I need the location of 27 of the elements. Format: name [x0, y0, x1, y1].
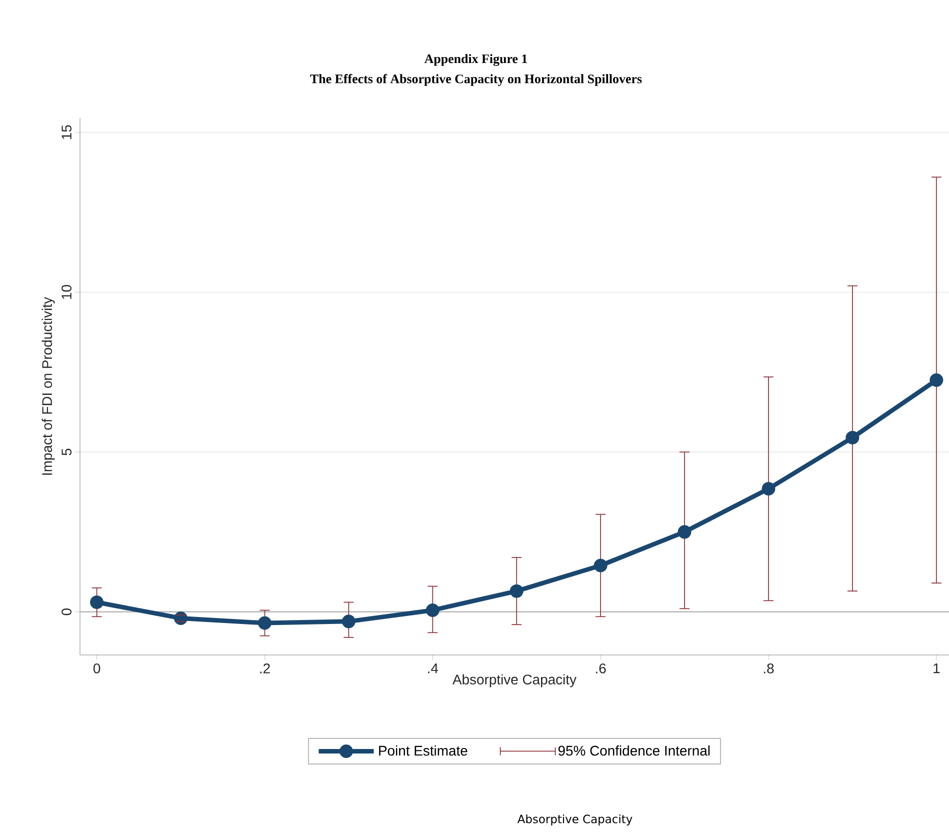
legend-label: Point Estimate: [379, 745, 468, 756]
y-tick-label: 0: [62, 608, 72, 616]
x-tick-label: .6: [596, 663, 606, 674]
point: [930, 373, 944, 387]
y-axis-title: Impact of FDI on Productivity: [42, 296, 55, 475]
x-tick-label: .8: [764, 663, 774, 674]
x-tick-label: .2: [260, 663, 270, 674]
point: [594, 558, 608, 572]
point: [510, 584, 524, 598]
chart-subtitle: The Effects of Absorptive Capacity on Horizontal Spillovers: [310, 74, 642, 86]
point: [846, 430, 860, 444]
legend-label: 95% Confidence Internal: [558, 745, 710, 756]
point: [342, 614, 356, 628]
point: [258, 616, 272, 630]
y-tick-label: 15: [62, 125, 72, 140]
point: [426, 603, 440, 617]
chart-title: Appendix Figure 1: [424, 54, 528, 66]
point: [90, 596, 104, 609]
y-tick-label: 10: [62, 284, 72, 299]
x-tick-label: 1: [934, 664, 940, 674]
x-tick-label: .4: [428, 664, 438, 674]
text: Absorptive Capacity: [517, 814, 632, 826]
x-axis-title: Absorptive Capacity: [452, 674, 576, 688]
point: [762, 482, 776, 496]
point: [678, 525, 692, 539]
x-tick-label: 0: [93, 663, 100, 674]
y-tick-label: 5: [62, 448, 72, 456]
